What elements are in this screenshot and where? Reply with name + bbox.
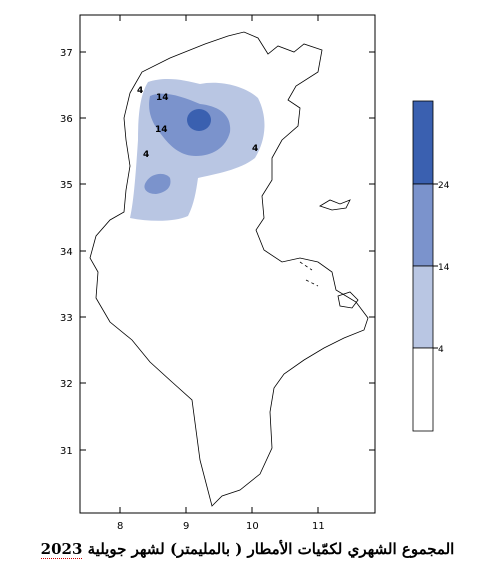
island-djerba	[337, 291, 359, 309]
y-tick-label: 31	[60, 446, 73, 457]
x-tick-label: 11	[312, 521, 325, 532]
caption-text: المجموع الشهري لكمّيات الأمطار ( بالمليم…	[87, 540, 455, 558]
y-tick-label: 32	[60, 379, 73, 390]
legend-swatch-14-24	[412, 183, 434, 267]
country-border	[89, 31, 369, 507]
x-tick-label: 9	[183, 521, 189, 532]
rain-zone-14-24-south	[144, 173, 171, 194]
y-tick-label: 33	[60, 313, 73, 324]
x-tick-label: 8	[117, 521, 123, 532]
coast-detail	[299, 261, 319, 287]
rainfall-map: 4 14 14 4 4 37 36 35 34 33 32 31 8 9 10 …	[60, 14, 450, 532]
island-kerkennah	[319, 199, 351, 211]
y-tick-label: 34	[60, 247, 73, 258]
y-tick-label: 35	[60, 180, 73, 191]
legend-label: 24	[438, 181, 450, 191]
legend-label: 4	[438, 345, 444, 355]
legend-swatch-4-14	[412, 265, 434, 349]
y-tick-label: 37	[60, 48, 73, 59]
x-axis	[119, 15, 319, 513]
x-tick-label: 10	[246, 521, 259, 532]
contour-label: 14	[156, 93, 169, 103]
rain-zone-24-plus	[187, 109, 211, 131]
caption-year: 2023	[40, 540, 83, 559]
contour-label: 4	[137, 86, 143, 96]
contour-label: 4	[143, 150, 149, 160]
legend-colorbar	[412, 100, 438, 432]
map-caption: المجموع الشهري لكمّيات الأمطار ( بالمليم…	[0, 540, 495, 559]
legend-swatch-24-plus	[412, 100, 434, 185]
contour-label: 14	[155, 125, 168, 135]
y-axis	[80, 51, 375, 451]
legend-label: 14	[438, 263, 450, 273]
legend-swatch-below-4	[412, 347, 434, 432]
y-tick-label: 36	[60, 114, 73, 125]
contour-label: 4	[252, 144, 258, 154]
